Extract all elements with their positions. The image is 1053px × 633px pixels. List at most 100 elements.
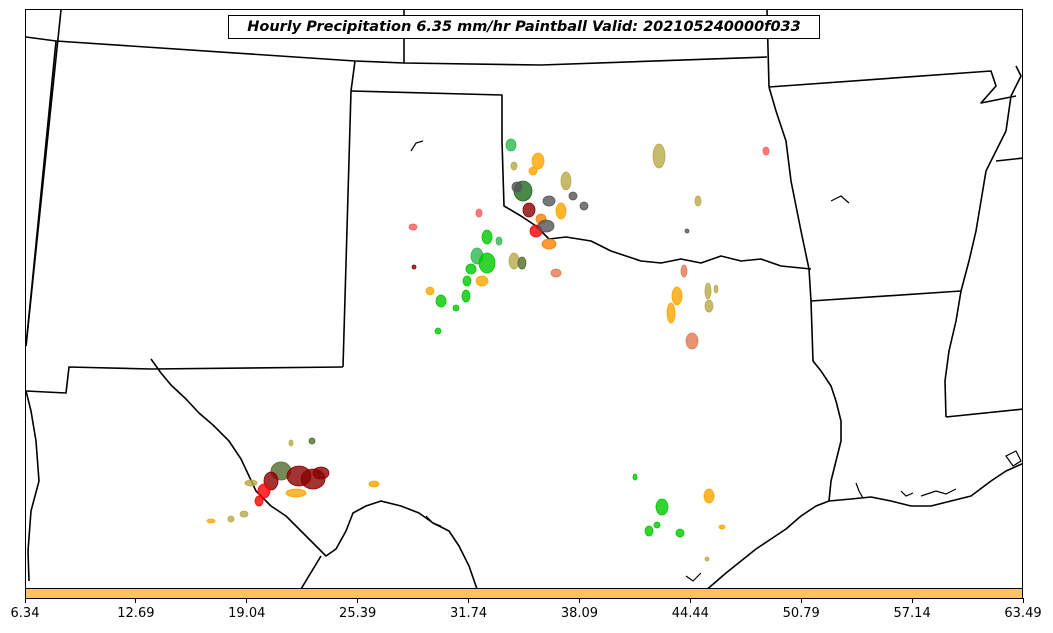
- colorbar-tick-label: 6.34: [10, 606, 40, 621]
- colorbar-tick: [357, 598, 359, 603]
- precip-blob: [542, 195, 556, 207]
- utah-colorado-boundary: [350, 60, 356, 92]
- arkansas-north-boundary: [768, 70, 1017, 104]
- precip-blob: [411, 264, 417, 270]
- precip-blob: [462, 275, 472, 287]
- precip-blob: [508, 252, 520, 270]
- precip-blob: [408, 223, 418, 231]
- precip-blob: [644, 525, 654, 537]
- precip-blob: [288, 439, 294, 447]
- precip-blob: [684, 228, 690, 234]
- colorbar-tick-label: 63.49: [1004, 606, 1042, 621]
- precip-blobs: [206, 138, 770, 562]
- precip-blob: [522, 202, 536, 218]
- precip-blob: [517, 256, 527, 270]
- mexico-state-line: [26, 390, 40, 582]
- precip-blob: [531, 152, 545, 170]
- colorbar-tick-label: 12.69: [117, 606, 155, 621]
- louisiana-south-line: [945, 408, 1022, 418]
- precip-blob: [511, 181, 523, 193]
- precip-blob: [481, 229, 493, 245]
- precip-blob: [254, 495, 264, 507]
- colorbar-tick: [135, 598, 137, 603]
- precip-blob: [312, 466, 330, 480]
- map-canvas: [26, 10, 1022, 588]
- precip-blob: [227, 515, 235, 523]
- colorbar-tick: [468, 598, 470, 603]
- precip-blob: [505, 138, 517, 152]
- colorbar-tick: [911, 598, 913, 603]
- precip-blob: [257, 483, 271, 499]
- arkansas-south-boundary: [810, 290, 962, 302]
- map-panel: [25, 9, 1023, 589]
- precip-blob: [435, 294, 447, 308]
- precip-blob: [652, 143, 666, 169]
- precip-blob: [434, 327, 442, 335]
- precip-blob: [465, 263, 477, 275]
- precip-blob: [703, 488, 715, 504]
- rio-grande: [150, 358, 478, 588]
- colorbar-tick: [578, 598, 580, 603]
- precip-blob: [671, 286, 683, 306]
- map-title: Hourly Precipitation 6.35 mm/hr Paintbal…: [228, 15, 820, 39]
- precip-blob: [762, 146, 770, 156]
- colorbar-tick-label: 38.09: [560, 606, 599, 621]
- precip-blob: [528, 166, 538, 176]
- colorbar-tick-label: 44.44: [671, 606, 709, 621]
- precip-blob: [653, 521, 661, 529]
- precip-blob: [541, 238, 557, 250]
- oklahoma-east-boundary: [768, 86, 810, 270]
- precip-blob: [685, 332, 699, 350]
- precip-blob: [368, 480, 380, 488]
- colorado-south-boundary: [350, 90, 503, 141]
- colorbar: [25, 588, 1023, 599]
- precip-blob: [452, 304, 460, 312]
- colorbar-tick: [24, 598, 26, 603]
- precip-blob: [579, 201, 589, 211]
- precip-blob: [475, 208, 483, 218]
- colorbar-tick-label: 31.74: [449, 606, 488, 621]
- gulf-coast: [707, 463, 1022, 588]
- precip-blob: [285, 488, 307, 498]
- precip-blob: [244, 479, 258, 487]
- utah-north-boundary: [26, 36, 768, 66]
- precip-blob: [704, 282, 712, 300]
- precip-blob: [550, 268, 562, 278]
- precip-blob: [666, 302, 676, 324]
- precip-blob: [568, 191, 578, 201]
- precip-blob: [425, 286, 435, 296]
- precip-blob: [704, 299, 714, 313]
- precip-blob: [478, 252, 496, 274]
- precip-blob: [537, 219, 555, 233]
- colorbar-tick-label: 50.79: [782, 606, 820, 621]
- colorbar-tick: [246, 598, 248, 603]
- colorbar-tick: [800, 598, 802, 603]
- texas-east-boundary: [808, 268, 842, 502]
- oklahoma-panhandle: [501, 140, 812, 270]
- precip-blob: [655, 498, 669, 516]
- precip-blob: [560, 171, 572, 191]
- colorbar-tick-label: 25.39: [339, 606, 377, 621]
- precip-blob: [675, 528, 685, 538]
- precip-blob: [680, 264, 688, 278]
- state-boundaries: [26, 10, 1022, 588]
- precip-blob: [704, 556, 710, 562]
- mississippi-river: [944, 65, 1022, 418]
- colorbar-tick: [689, 598, 691, 603]
- precip-blob: [632, 473, 638, 481]
- precip-blob: [555, 202, 567, 220]
- precip-blob: [461, 289, 471, 303]
- precip-blob: [718, 524, 726, 530]
- precip-blob: [206, 518, 216, 524]
- colorbar-tick-label: 57.14: [893, 606, 931, 621]
- coast-details: [410, 140, 1022, 582]
- precip-blob: [510, 161, 518, 171]
- newmexico-west-boundary: [342, 90, 352, 368]
- precip-blob: [495, 236, 503, 246]
- precip-blob: [694, 195, 702, 207]
- mexico-coahuila-line: [300, 555, 322, 588]
- colorbar-tick-label: 19.04: [228, 606, 266, 621]
- precip-blob: [475, 275, 489, 287]
- mississippi-north-line: [995, 157, 1022, 162]
- colorbar-tick: [1022, 598, 1024, 603]
